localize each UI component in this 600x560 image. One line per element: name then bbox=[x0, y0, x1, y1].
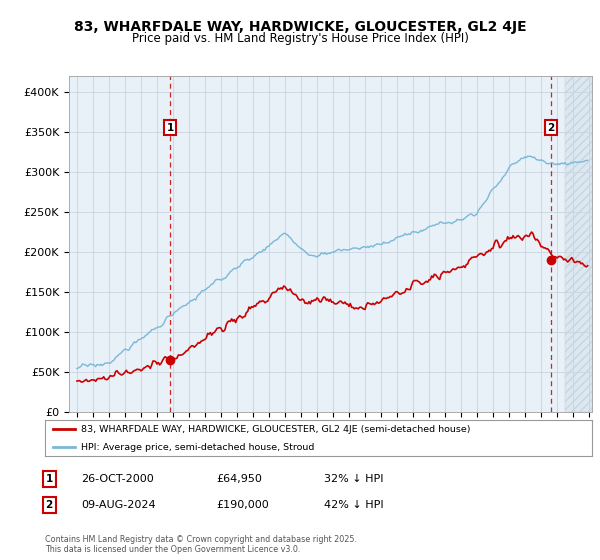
Text: Price paid vs. HM Land Registry's House Price Index (HPI): Price paid vs. HM Land Registry's House … bbox=[131, 31, 469, 45]
Text: 83, WHARFDALE WAY, HARDWICKE, GLOUCESTER, GL2 4JE: 83, WHARFDALE WAY, HARDWICKE, GLOUCESTER… bbox=[74, 20, 526, 34]
Text: 26-OCT-2000: 26-OCT-2000 bbox=[81, 474, 154, 484]
Text: 09-AUG-2024: 09-AUG-2024 bbox=[81, 500, 155, 510]
Text: 83, WHARFDALE WAY, HARDWICKE, GLOUCESTER, GL2 4JE (semi-detached house): 83, WHARFDALE WAY, HARDWICKE, GLOUCESTER… bbox=[80, 424, 470, 433]
Text: 42% ↓ HPI: 42% ↓ HPI bbox=[324, 500, 383, 510]
Text: 2: 2 bbox=[547, 123, 554, 133]
Text: HPI: Average price, semi-detached house, Stroud: HPI: Average price, semi-detached house,… bbox=[80, 443, 314, 452]
Text: 1: 1 bbox=[166, 123, 174, 133]
Text: 2: 2 bbox=[46, 500, 53, 510]
Text: 1: 1 bbox=[46, 474, 53, 484]
Text: £64,950: £64,950 bbox=[216, 474, 262, 484]
Text: 32% ↓ HPI: 32% ↓ HPI bbox=[324, 474, 383, 484]
Text: Contains HM Land Registry data © Crown copyright and database right 2025.
This d: Contains HM Land Registry data © Crown c… bbox=[45, 535, 357, 554]
Text: £190,000: £190,000 bbox=[216, 500, 269, 510]
